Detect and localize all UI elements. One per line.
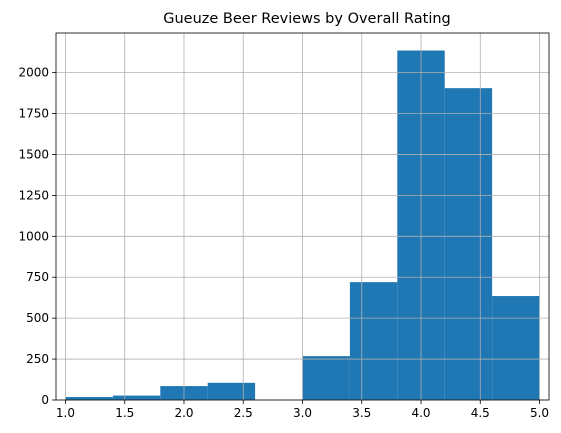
x-tick-label: 3.5 (352, 406, 371, 420)
x-tick-label: 5.0 (530, 406, 549, 420)
histogram-bar (492, 296, 540, 400)
histogram-bar (349, 282, 398, 400)
y-tick-label: 500 (26, 311, 49, 325)
y-tick-label: 1750 (18, 107, 49, 121)
y-tick-label: 0 (41, 393, 49, 407)
y-tick-label: 1000 (18, 229, 49, 243)
histogram-bar (444, 88, 493, 400)
y-tick-label: 2000 (18, 66, 49, 80)
y-axis-ticks: 0 250 500 750 1000 1250 1500 1750 2000 (18, 66, 56, 407)
y-tick-label: 1250 (18, 188, 49, 202)
y-tick-label: 1500 (18, 147, 49, 161)
x-axis-ticks: 1.0 1.5 2.0 2.5 3.0 3.5 4.0 4.5 5.0 (56, 400, 549, 420)
chart-title: Gueuze Beer Reviews by Overall Rating (163, 11, 451, 27)
histogram-bar (112, 395, 161, 400)
x-tick-label: 2.5 (234, 406, 253, 420)
x-tick-label: 1.0 (56, 406, 75, 420)
x-tick-label: 3.0 (293, 406, 312, 420)
x-tick-label: 2.0 (174, 406, 193, 420)
y-tick-label: 750 (26, 270, 49, 284)
histogram-bar (302, 356, 350, 400)
histogram-bar (65, 397, 113, 400)
x-tick-label: 1.5 (115, 406, 134, 420)
x-tick-label: 4.5 (471, 406, 490, 420)
x-tick-label: 4.0 (411, 406, 430, 420)
y-tick-label: 250 (26, 352, 49, 366)
histogram-bar (207, 382, 256, 400)
